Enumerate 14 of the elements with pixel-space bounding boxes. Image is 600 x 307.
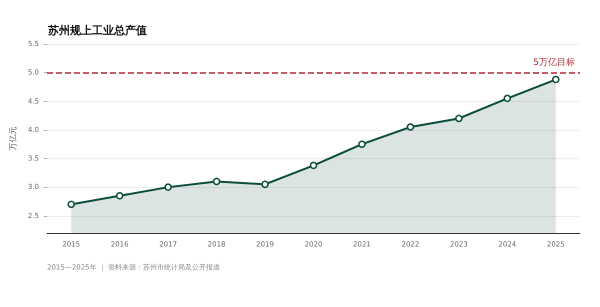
point — [212, 178, 220, 186]
point — [552, 76, 560, 84]
ref-line-label: 5万亿目标 — [533, 57, 575, 68]
point — [67, 200, 75, 208]
point — [164, 183, 172, 191]
point — [261, 180, 269, 188]
chart-title: 苏州规上工业总产值 — [47, 24, 147, 37]
point — [358, 140, 366, 148]
point — [116, 192, 124, 200]
y-axis-title: 万亿元 — [8, 126, 18, 150]
point — [406, 123, 414, 131]
point — [310, 162, 318, 170]
point — [455, 114, 463, 122]
point — [504, 94, 512, 102]
